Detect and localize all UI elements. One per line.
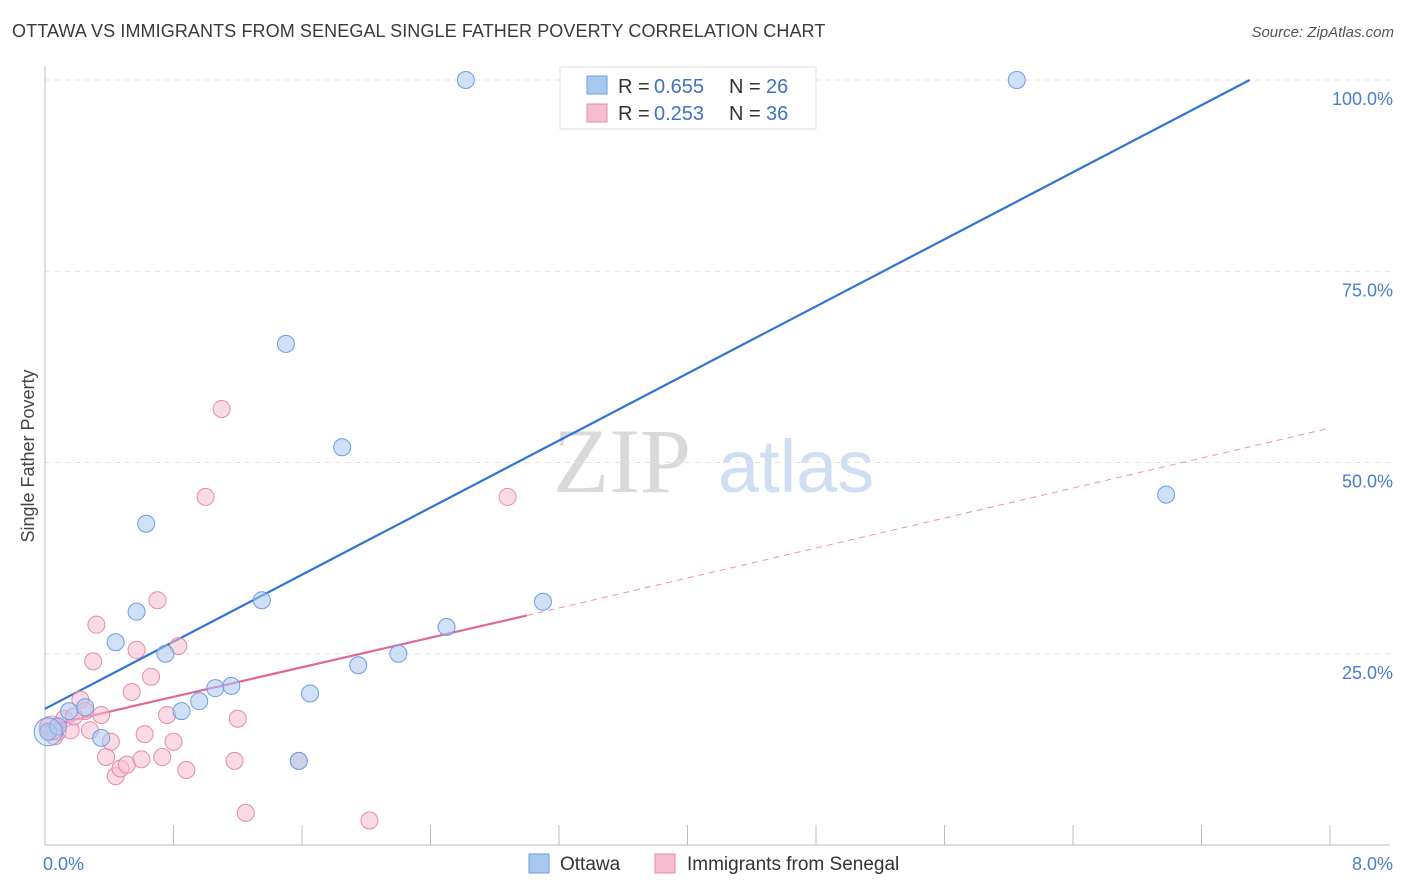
data-point-ottawa — [60, 702, 79, 721]
legend-ottawa-n-label: N = — [729, 76, 761, 98]
data-point-ottawa — [276, 334, 295, 353]
data-point-ottawa — [389, 644, 408, 663]
trend-line-ottawa — [44, 79, 1251, 710]
data-point-ottawa — [1007, 71, 1026, 89]
y-tick-label: 25.0% — [1342, 663, 1393, 683]
data-point-ottawa — [252, 591, 271, 610]
data-point-senegal — [92, 705, 111, 724]
data-point-ottawa — [127, 602, 146, 621]
legend-senegal-n-label: N = — [729, 103, 761, 125]
data-point-senegal — [228, 709, 247, 728]
data-point-ottawa — [76, 698, 95, 717]
data-point-ottawa — [190, 692, 209, 711]
data-point-ottawa — [206, 679, 225, 698]
trend-lines — [44, 79, 1331, 728]
data-point-senegal — [87, 615, 106, 634]
data-point-ottawa — [456, 71, 475, 89]
data-point-ottawa — [222, 676, 241, 695]
watermark-atlas: atlas — [718, 425, 874, 508]
data-point-senegal — [135, 725, 154, 744]
data-point-ottawa — [533, 592, 552, 611]
data-point-senegal — [142, 667, 161, 686]
series-ottawa — [33, 71, 1176, 770]
data-point-senegal — [148, 591, 167, 610]
data-point-senegal — [360, 811, 379, 830]
axes — [44, 66, 1390, 846]
gridlines — [45, 79, 1392, 655]
legend-ottawa-n-value: 26 — [766, 76, 788, 98]
series-legend: Ottawa Immigrants from Senegal — [528, 853, 899, 875]
legend-senegal-r-label: R = — [618, 103, 650, 125]
data-point-senegal — [196, 487, 215, 506]
trend-line-senegal-extension — [526, 427, 1331, 616]
data-point-ottawa — [137, 514, 156, 533]
legend-ottawa-r-value: 0.655 — [654, 76, 704, 98]
data-point-senegal — [212, 399, 231, 418]
legend-ottawa-r-label: R = — [618, 76, 650, 98]
y-tick-label: 50.0% — [1342, 472, 1393, 492]
x-tick-label: 0.0% — [43, 854, 84, 874]
data-point-ottawa — [106, 633, 125, 652]
stats-legend: R = 0.655 N = 26 R = 0.253 N = 36 — [559, 66, 817, 130]
y-axis-label: Single Father Poverty — [18, 369, 38, 542]
legend-senegal-n-value: 36 — [766, 103, 788, 125]
data-point-ottawa — [289, 751, 308, 770]
data-point-ottawa — [437, 617, 456, 636]
bottom-legend-senegal: Immigrants from Senegal — [687, 854, 899, 875]
data-point-ottawa — [156, 644, 175, 663]
data-point-ottawa — [1157, 485, 1176, 504]
data-point-senegal — [127, 640, 146, 659]
data-point-ottawa — [172, 702, 191, 721]
watermark-zip: ZIP — [553, 410, 691, 512]
data-point-ottawa — [349, 656, 368, 675]
tick-labels: 25.0% 50.0% 75.0% 100.0% 0.0% 8.0% — [43, 89, 1393, 874]
data-point-senegal — [164, 732, 183, 751]
x-tick-label: 8.0% — [1352, 854, 1393, 874]
data-point-senegal — [84, 652, 103, 671]
bottom-legend-swatch-senegal — [654, 853, 676, 874]
data-point-ottawa — [333, 438, 352, 457]
data-point-senegal — [177, 761, 196, 780]
y-tick-label: 75.0% — [1342, 280, 1393, 300]
data-point-ottawa-cluster — [33, 717, 63, 747]
series-senegal — [38, 399, 517, 830]
legend-swatch-ottawa — [586, 75, 608, 95]
y-tick-label: 100.0% — [1332, 89, 1393, 109]
data-point-senegal — [97, 748, 116, 767]
data-point-ottawa — [92, 728, 111, 747]
legend-swatch-senegal — [586, 103, 608, 123]
data-point-senegal — [236, 803, 255, 822]
legend-senegal-r-value: 0.253 — [654, 103, 704, 125]
data-point-ottawa — [301, 684, 320, 703]
data-point-senegal — [122, 683, 141, 701]
chart-title: OTTAWA VS IMMIGRANTS FROM SENEGAL SINGLE… — [12, 21, 826, 41]
data-point-senegal — [153, 748, 172, 767]
data-point-senegal — [132, 750, 151, 769]
chart-source: Source: ZipAtlas.com — [1251, 24, 1394, 41]
bottom-legend-ottawa: Ottawa — [560, 854, 621, 875]
data-point-senegal — [498, 487, 517, 506]
data-point-senegal — [225, 751, 244, 770]
bottom-legend-swatch-ottawa — [528, 853, 550, 874]
